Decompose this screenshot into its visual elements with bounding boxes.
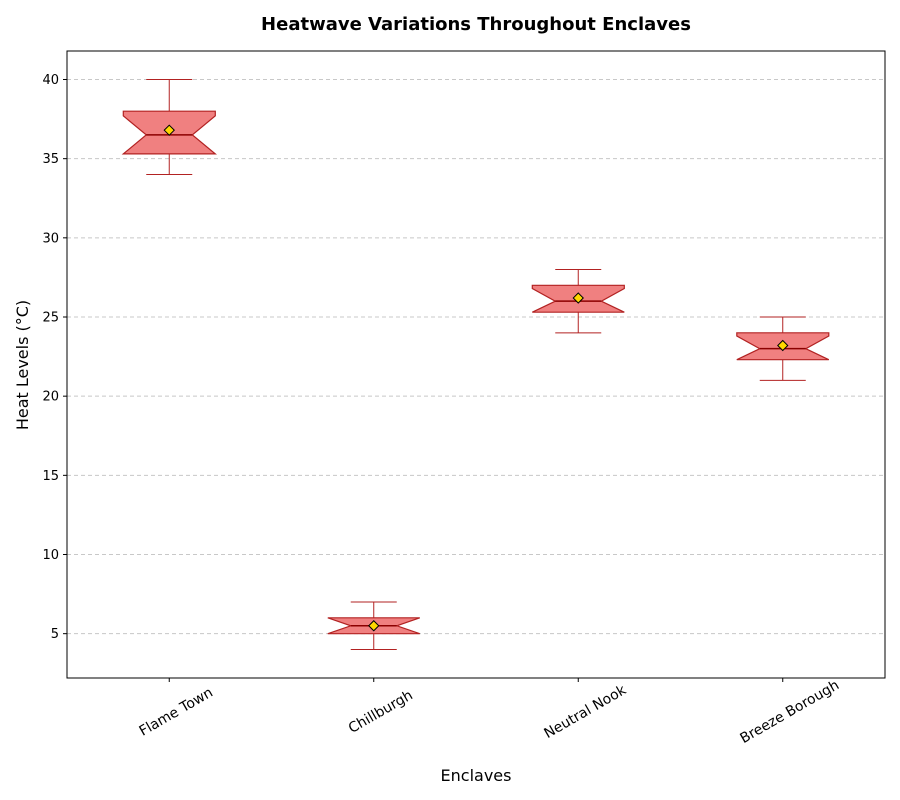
chart-title: Heatwave Variations Throughout Enclaves <box>261 14 691 35</box>
mean-marker <box>368 620 380 632</box>
grid-layer <box>67 79 885 635</box>
box-chillburgh <box>327 601 420 650</box>
y-axis: 5 10 15 20 25 30 35 40 <box>42 73 67 642</box>
y-tick-label: 40 <box>42 73 59 88</box>
y-tick-label: 30 <box>42 231 59 246</box>
x-tick-label: Chillburgh <box>346 687 416 737</box>
y-tick-label: 15 <box>42 469 59 484</box>
x-axis-label: Enclaves <box>441 766 512 785</box>
y-tick-label: 10 <box>42 548 59 563</box>
x-tick-label: Breeze Borough <box>737 677 842 747</box>
box-breeze-borough <box>736 316 830 381</box>
mean-marker <box>163 124 175 136</box>
x-axis: Flame Town Chillburgh Neutral Nook Breeze B… <box>137 677 842 747</box>
boxes-layer <box>121 79 830 650</box>
mean-marker <box>777 339 789 352</box>
y-tick-label: 35 <box>42 152 59 167</box>
x-tick-label: Neutral Nook <box>541 682 629 742</box>
y-tick-label: 20 <box>42 390 59 405</box>
y-axis-label: Heat Levels (°C) <box>13 300 32 430</box>
y-tick-label: 5 <box>51 627 59 642</box>
x-tick-label: Flame Town <box>137 685 216 740</box>
box-neutral-nook <box>531 269 625 334</box>
y-tick-label: 25 <box>42 311 59 326</box>
mean-marker <box>572 292 584 304</box>
plot-frame <box>66 50 886 679</box>
box-flame-town <box>121 79 217 175</box>
